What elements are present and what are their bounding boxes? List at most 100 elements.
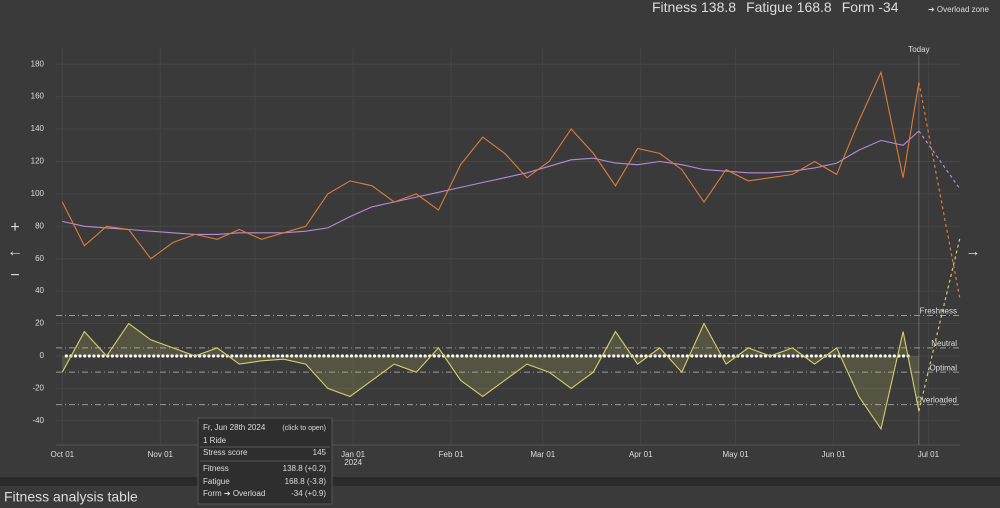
rest-marker xyxy=(234,354,239,358)
series-line xyxy=(61,322,920,431)
y-tick-label: 160 xyxy=(31,92,45,101)
tooltip-hint[interactable]: (click to open) xyxy=(282,425,326,432)
rest-marker xyxy=(828,354,832,358)
rest-marker xyxy=(451,354,455,358)
rest-marker xyxy=(179,354,183,358)
rest-marker xyxy=(152,354,156,358)
tooltip-label: Form ➔ Overload xyxy=(203,489,265,498)
rest-marker xyxy=(888,354,892,358)
rest-marker xyxy=(395,354,400,358)
x-tick-label: 2024 xyxy=(344,458,362,467)
y-tick-label: 0 xyxy=(40,351,45,360)
rest-marker xyxy=(354,354,358,358)
legend-name: Fitness xyxy=(652,0,697,15)
zoom-in[interactable]: + xyxy=(10,219,19,236)
rest-marker xyxy=(230,354,234,358)
x-tick-label: Feb 01 xyxy=(439,450,464,459)
rest-marker xyxy=(782,354,786,358)
x-tick-label: Jun 01 xyxy=(822,450,847,459)
rest-marker xyxy=(326,354,331,358)
rest-marker xyxy=(267,354,271,358)
rest-marker xyxy=(455,354,459,358)
legend-entry: Fatigue 168.8 xyxy=(746,0,832,15)
rest-marker xyxy=(464,354,469,358)
rest-marker xyxy=(653,354,657,358)
rest-marker xyxy=(805,354,809,358)
forward[interactable]: → xyxy=(966,243,981,260)
rest-marker xyxy=(635,354,639,358)
rest-marker xyxy=(138,354,142,358)
rest-marker xyxy=(290,354,294,358)
rest-marker xyxy=(487,354,492,358)
rest-marker xyxy=(621,354,625,358)
rest-marker xyxy=(717,354,722,358)
rest-marker xyxy=(207,354,211,358)
y-tick-label: 180 xyxy=(31,59,45,68)
rest-marker xyxy=(303,354,308,358)
tooltip-date: Fr, Jun 28th 2024 xyxy=(203,423,266,432)
reference-label: Freshness xyxy=(920,307,957,316)
legend-entry: Form -34 xyxy=(842,0,899,15)
section-title[interactable]: Fitness analysis table xyxy=(4,489,138,505)
rest-marker xyxy=(432,354,436,358)
rest-marker xyxy=(391,354,395,358)
rest-marker xyxy=(639,354,643,358)
rest-marker xyxy=(612,354,616,358)
rest-marker xyxy=(87,354,91,358)
rest-marker xyxy=(575,354,579,358)
rest-marker xyxy=(322,354,326,358)
rest-marker xyxy=(73,354,78,358)
y-tick-label: 140 xyxy=(31,124,45,133)
y-tick-label: 80 xyxy=(35,221,44,230)
tooltip[interactable]: Fr, Jun 28th 2024 (click to open) 1 Ride… xyxy=(197,417,333,505)
back[interactable]: ← xyxy=(7,243,23,260)
legend-entry: Fitness 138.8 xyxy=(652,0,736,15)
rest-marker xyxy=(681,354,685,358)
rest-marker xyxy=(96,354,101,358)
rest-marker xyxy=(129,354,133,358)
x-tick-label: Oct 01 xyxy=(51,450,75,459)
rest-marker xyxy=(727,354,731,358)
rest-marker xyxy=(538,354,542,358)
rest-marker xyxy=(506,354,510,358)
rest-marker xyxy=(340,354,344,358)
rest-marker xyxy=(832,354,837,358)
rest-marker xyxy=(460,354,464,358)
rest-marker xyxy=(119,354,124,358)
rest-marker xyxy=(515,354,519,358)
rest-marker xyxy=(855,354,860,358)
rest-marker xyxy=(377,354,381,358)
rest-marker xyxy=(115,354,119,358)
tooltip-value: 145 xyxy=(313,448,327,457)
tooltip-label: Stress score xyxy=(203,448,248,457)
rest-marker xyxy=(386,354,390,358)
rest-marker xyxy=(211,354,216,358)
rest-marker xyxy=(253,354,257,358)
rest-marker xyxy=(244,354,248,358)
rest-marker xyxy=(317,354,321,358)
reference-label: Optimal xyxy=(929,363,957,372)
rest-marker xyxy=(533,354,538,358)
rest-marker xyxy=(510,354,515,358)
rest-marker xyxy=(156,354,160,358)
rest-marker xyxy=(147,354,151,358)
legend-value: -34 xyxy=(878,0,898,15)
rest-marker xyxy=(658,354,662,358)
y-tick-label: 100 xyxy=(31,189,45,198)
rest-marker xyxy=(276,354,280,358)
rest-marker xyxy=(690,354,694,358)
y-tick-label: 40 xyxy=(35,286,44,295)
rest-marker xyxy=(336,354,340,358)
rest-marker xyxy=(708,354,712,358)
rest-marker xyxy=(579,354,584,358)
rest-marker xyxy=(409,354,413,358)
tooltip-value: 138.8 (+0.2) xyxy=(283,464,327,473)
tooltip-value: 168.8 (-3.8) xyxy=(285,477,327,486)
rest-marker xyxy=(671,354,676,358)
rest-marker xyxy=(349,354,354,358)
rest-marker xyxy=(414,354,418,358)
rest-marker xyxy=(248,354,252,358)
overload-zone[interactable]: ➔ Overload zone xyxy=(928,5,990,14)
zoom-out[interactable]: − xyxy=(10,267,19,284)
